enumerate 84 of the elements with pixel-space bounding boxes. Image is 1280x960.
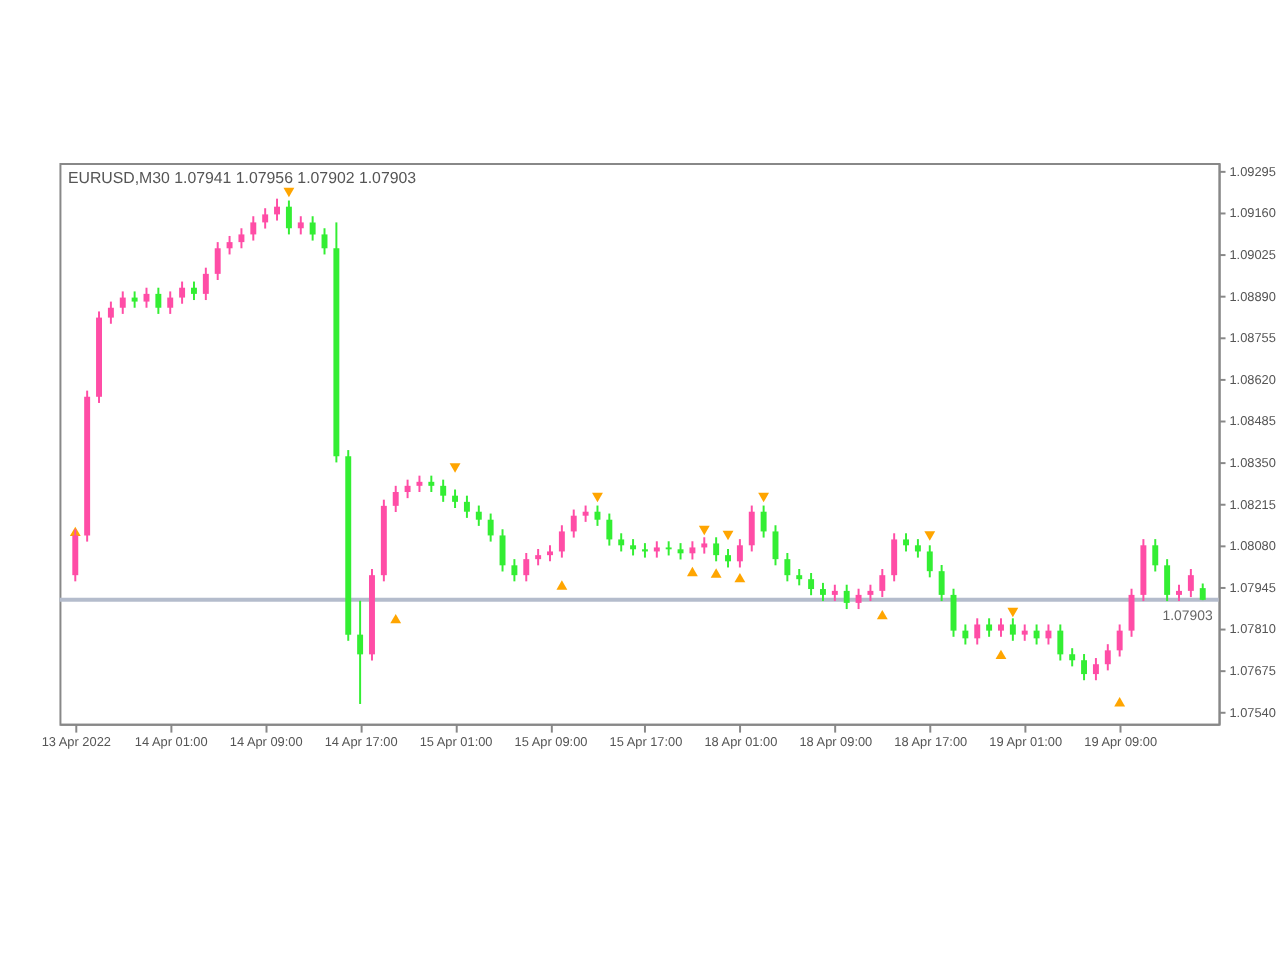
- point: [556, 580, 568, 590]
- candlestick: [499, 528, 506, 573]
- candlestick: [1081, 653, 1088, 682]
- point: [1007, 607, 1019, 618]
- candlestick: [440, 478, 447, 503]
- candlestick: [274, 197, 281, 222]
- candlestick: [1164, 558, 1171, 603]
- candlestick: [392, 484, 399, 513]
- candlestick: [226, 234, 233, 256]
- candlestick: [202, 266, 209, 302]
- candlestick: [404, 478, 411, 500]
- candlestick: [190, 280, 197, 302]
- point: [876, 609, 888, 620]
- point: [283, 187, 295, 198]
- candlestick: [511, 558, 518, 583]
- point: [390, 613, 402, 624]
- candlestick: [903, 532, 910, 553]
- point: [924, 531, 936, 541]
- candlestick: [594, 504, 601, 527]
- candlestick: [523, 552, 530, 583]
- candlestick: [606, 512, 613, 547]
- candlestick: [725, 548, 731, 569]
- candlestick: [1187, 568, 1194, 599]
- candlestick: [998, 617, 1004, 638]
- point: [758, 492, 770, 503]
- point: [592, 492, 603, 503]
- candlestick: [1152, 538, 1159, 573]
- point: [1114, 697, 1126, 707]
- point: [686, 566, 698, 577]
- candlestick: [72, 528, 79, 583]
- candlestick: [891, 532, 898, 583]
- candlestick: [689, 540, 696, 561]
- candlestick: [463, 494, 470, 519]
- candlestick: [914, 538, 921, 559]
- candlestick: [1033, 623, 1040, 646]
- candlestick: [285, 199, 292, 236]
- candlestick: [819, 581, 826, 603]
- candlestick: [487, 512, 494, 543]
- candlestick: [558, 524, 565, 559]
- candlestick: [748, 504, 755, 553]
- candlestick: [1092, 657, 1099, 682]
- candlestick: [784, 552, 791, 583]
- candlestick: [1009, 617, 1016, 642]
- candlestick: [238, 227, 245, 250]
- candlestick: [1069, 647, 1076, 668]
- point: [449, 463, 461, 473]
- candlestick: [357, 599, 364, 705]
- candlestick: [1057, 623, 1064, 662]
- candlestick: [1045, 623, 1052, 646]
- candlestick: [297, 215, 304, 236]
- candlestick: [974, 617, 981, 646]
- candlestick: [1116, 623, 1123, 658]
- candlestick: [107, 300, 114, 325]
- candlestick: [843, 583, 850, 611]
- point: [734, 572, 746, 583]
- candlestick: [452, 488, 459, 509]
- candlestick: [262, 207, 269, 230]
- candlestick: [713, 536, 720, 563]
- candlestick: [309, 215, 316, 242]
- candlestick: [475, 504, 482, 527]
- candlestick: [214, 241, 221, 281]
- candlestick: [879, 568, 886, 599]
- candlestick: [179, 280, 186, 305]
- candlestick: [119, 290, 126, 315]
- candlestick: [962, 623, 969, 646]
- candlestick: [855, 587, 862, 611]
- candlestick: [570, 508, 577, 539]
- candlestick: [986, 617, 993, 638]
- candlestick: [808, 572, 815, 597]
- point: [722, 530, 734, 541]
- candlestick: [250, 215, 257, 242]
- point: [710, 568, 722, 578]
- candlestick: [618, 532, 625, 553]
- candlestick: [736, 538, 743, 569]
- candlestick: [1104, 643, 1111, 672]
- candlestick: [938, 564, 945, 603]
- candlestick: [167, 290, 174, 315]
- candlestick: [926, 544, 933, 579]
- candlestick: [641, 542, 648, 559]
- candlestick: [760, 504, 767, 539]
- chart-title: EURUSD,M30 1.07941 1.07956 1.07902 1.07903: [67, 168, 418, 187]
- point: [995, 649, 1007, 660]
- candlestick: [155, 286, 162, 315]
- point: [698, 525, 710, 536]
